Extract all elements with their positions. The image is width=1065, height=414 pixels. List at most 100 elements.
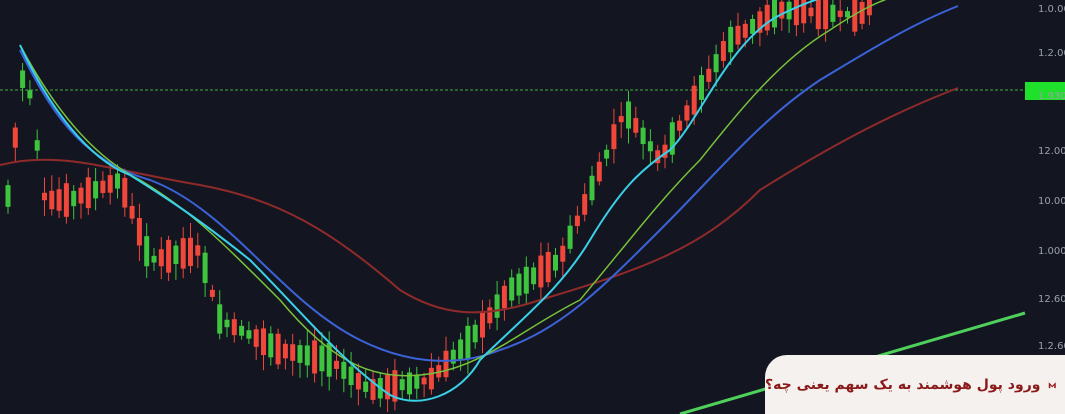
candle — [115, 173, 120, 189]
candle — [596, 161, 602, 182]
candle — [523, 266, 529, 294]
candle — [677, 120, 683, 131]
candle — [136, 218, 142, 246]
candle — [63, 183, 69, 217]
caption-box: ورود پول هوشمند به یک سهم یعنی چه؟ — [765, 355, 1065, 414]
candle — [312, 340, 318, 374]
candle — [560, 245, 566, 262]
candle — [326, 342, 332, 377]
axis-label: 1.0.00 — [1038, 4, 1065, 15]
candle — [720, 41, 726, 61]
candle — [421, 377, 427, 385]
candle — [27, 90, 33, 99]
candle — [852, 0, 858, 32]
candle — [553, 254, 558, 271]
candle — [261, 328, 266, 356]
candle — [567, 225, 573, 249]
candle — [742, 23, 748, 38]
candle — [647, 141, 653, 152]
candle — [538, 255, 544, 288]
candle — [443, 350, 449, 378]
candle — [436, 365, 442, 378]
candle — [735, 25, 741, 45]
candle — [465, 325, 471, 359]
candle — [166, 239, 172, 273]
candle — [341, 361, 347, 379]
candle — [830, 4, 836, 22]
candle — [640, 127, 646, 145]
candle — [195, 245, 201, 256]
candle — [545, 251, 551, 283]
candle — [589, 175, 595, 201]
candle — [202, 252, 208, 284]
candle — [56, 189, 62, 211]
candle — [49, 190, 55, 210]
candle — [42, 192, 47, 201]
candle — [458, 339, 464, 360]
candle — [290, 344, 296, 361]
candle — [385, 374, 391, 400]
candle — [144, 236, 150, 267]
candle — [334, 360, 339, 369]
axis-label: 1.9300 — [1038, 91, 1065, 102]
candle — [626, 101, 631, 129]
candle — [297, 345, 303, 363]
candle — [407, 372, 412, 395]
candle — [611, 124, 617, 150]
candle — [355, 373, 361, 390]
candle — [859, 1, 865, 24]
candle — [662, 144, 668, 158]
candle — [319, 345, 325, 372]
candle — [655, 150, 661, 164]
axis-label: 10.00 — [1038, 196, 1065, 207]
candle — [428, 367, 434, 390]
candle — [757, 11, 763, 33]
candle — [253, 329, 259, 347]
candle — [20, 70, 26, 88]
candle — [414, 375, 420, 389]
candle — [779, 1, 785, 19]
candle — [699, 75, 704, 100]
candle — [837, 10, 843, 17]
ma-red — [0, 87, 959, 314]
candle — [71, 190, 77, 207]
candle — [129, 205, 135, 219]
candle — [845, 11, 850, 18]
candle — [604, 149, 610, 159]
candle — [304, 345, 310, 366]
candle — [217, 304, 223, 334]
candle — [209, 289, 215, 297]
axis-label: 1.2.00 — [1038, 48, 1065, 59]
candle — [516, 273, 522, 296]
candle — [180, 238, 186, 269]
candle — [501, 285, 507, 309]
candle — [173, 245, 179, 264]
candle — [392, 370, 398, 402]
candle — [268, 333, 274, 358]
logo — [1049, 381, 1057, 388]
candle — [282, 343, 288, 359]
candle — [669, 122, 675, 155]
candle — [275, 333, 281, 365]
axis-label: 12.00 — [1038, 146, 1065, 157]
candle — [100, 180, 106, 193]
candle — [78, 187, 84, 204]
candle — [764, 4, 770, 31]
candle — [815, 0, 821, 30]
candle — [348, 366, 354, 386]
candle — [750, 18, 756, 34]
candle — [363, 381, 369, 392]
candle — [582, 194, 588, 215]
candle — [713, 54, 719, 73]
candle — [509, 277, 515, 301]
candle — [246, 330, 252, 339]
candle — [151, 255, 157, 263]
candle — [691, 85, 697, 115]
price-tag — [1025, 82, 1065, 100]
candle — [5, 185, 11, 207]
candle — [684, 105, 690, 121]
candle — [231, 319, 237, 336]
candle — [370, 379, 376, 400]
